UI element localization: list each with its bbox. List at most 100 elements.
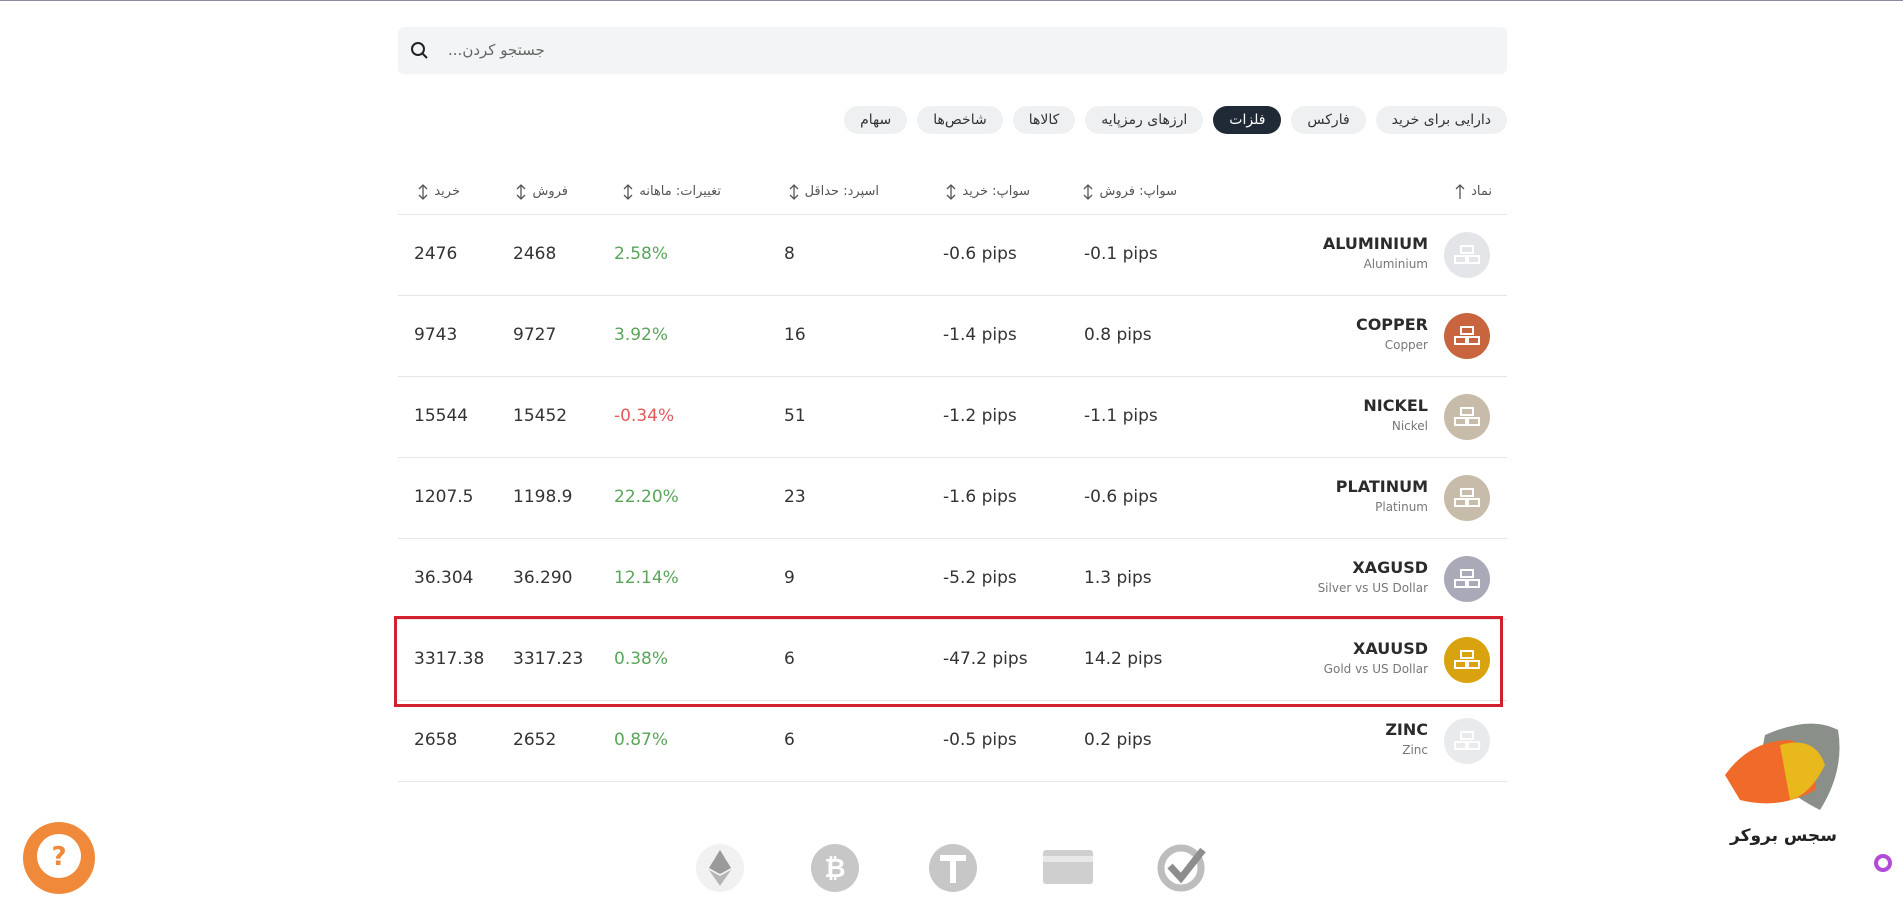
instrument-name: Aluminium bbox=[1363, 256, 1428, 271]
tab[interactable]: دارایی برای خرید bbox=[1375, 106, 1507, 134]
swap-buy: -47.2 pips bbox=[943, 648, 1028, 669]
top-border bbox=[0, 0, 1903, 1]
header-label: نماد bbox=[1471, 184, 1492, 199]
sort-icon bbox=[516, 184, 526, 200]
change: 0.38% bbox=[614, 648, 669, 669]
buy: 1207.5 bbox=[414, 486, 474, 507]
instrument-name: Platinum bbox=[1375, 499, 1428, 514]
header-label: خرید bbox=[434, 184, 460, 199]
column-header[interactable]: اسپرد: حداقل bbox=[789, 180, 879, 204]
sell: 1198.9 bbox=[513, 486, 573, 507]
instrument-icon bbox=[1444, 474, 1490, 521]
sort-icon bbox=[1455, 184, 1465, 199]
row-separator bbox=[398, 295, 1507, 296]
instrument-icon bbox=[1444, 717, 1490, 764]
instrument-name: Copper bbox=[1384, 337, 1428, 352]
swap-buy: -1.4 pips bbox=[943, 324, 1017, 345]
sort-icon bbox=[418, 184, 428, 200]
svg-text:?: ? bbox=[51, 842, 66, 872]
symbol: ZINC bbox=[1385, 719, 1428, 739]
logo-text: سجس بروکر bbox=[1730, 826, 1837, 846]
row-separator bbox=[398, 457, 1507, 458]
tab[interactable]: سهام bbox=[844, 106, 908, 134]
tab[interactable]: ارزهای رمزپایه bbox=[1085, 106, 1204, 134]
instrument-icon bbox=[1444, 312, 1490, 359]
header-label: سواپ: فروش bbox=[1099, 184, 1177, 199]
bars-glyph bbox=[1454, 730, 1480, 750]
bars-glyph bbox=[1454, 487, 1480, 507]
swap-sell: 1.3 pips bbox=[1084, 567, 1152, 588]
footer-icons: ₿ bbox=[696, 844, 1206, 892]
column-header[interactable]: سواپ: فروش bbox=[1083, 180, 1177, 204]
search-icon bbox=[411, 42, 428, 59]
change: -0.34% bbox=[614, 405, 675, 426]
symbol: XAUUSD bbox=[1352, 638, 1428, 658]
buy: 9743 bbox=[414, 324, 458, 345]
symbol: COPPER bbox=[1355, 314, 1428, 334]
instrument-name: Silver vs US Dollar bbox=[1317, 580, 1428, 595]
sell: 2468 bbox=[513, 243, 557, 264]
column-header[interactable]: فروش bbox=[516, 180, 568, 204]
bars-glyph bbox=[1454, 649, 1480, 669]
buy: 2658 bbox=[414, 729, 458, 750]
spread: 23 bbox=[784, 486, 806, 507]
tab[interactable]: فلزات bbox=[1213, 106, 1282, 134]
spread: 9 bbox=[784, 567, 795, 588]
sell: 36.290 bbox=[513, 567, 573, 588]
sell: 2652 bbox=[513, 729, 557, 750]
header-label: تغییرات: ماهانه bbox=[639, 184, 721, 199]
change: 12.14% bbox=[614, 567, 679, 588]
row-separator bbox=[398, 619, 1507, 620]
column-header[interactable]: تغییرات: ماهانه bbox=[623, 180, 721, 204]
brain-icon[interactable] bbox=[1872, 852, 1894, 874]
change: 3.92% bbox=[614, 324, 669, 345]
instrument-name: Gold vs US Dollar bbox=[1323, 661, 1428, 676]
instrument-icon bbox=[1444, 636, 1490, 683]
bars-glyph bbox=[1454, 568, 1480, 588]
buy: 15544 bbox=[414, 405, 469, 426]
tab[interactable]: کالاها bbox=[1012, 106, 1076, 134]
column-header[interactable]: نماد bbox=[1455, 180, 1492, 204]
instrument-icon bbox=[1444, 393, 1490, 440]
row-separator bbox=[398, 700, 1507, 701]
row-separator bbox=[398, 214, 1507, 215]
change: 0.87% bbox=[614, 729, 669, 750]
swap-buy: -1.2 pips bbox=[943, 405, 1017, 426]
symbol: NICKEL bbox=[1363, 395, 1428, 415]
spread: 16 bbox=[784, 324, 806, 345]
sort-icon bbox=[623, 184, 633, 200]
bars-glyph bbox=[1454, 406, 1480, 426]
search-bar[interactable]: ...جستجو کردن bbox=[398, 27, 1507, 74]
spread: 8 bbox=[784, 243, 795, 264]
swap-buy: -1.6 pips bbox=[943, 486, 1017, 507]
sell: 3317.23 bbox=[513, 648, 584, 669]
highlight-box bbox=[394, 616, 1503, 707]
header-label: اسپرد: حداقل bbox=[804, 184, 879, 199]
symbol: PLATINUM bbox=[1335, 476, 1428, 496]
change: 2.58% bbox=[614, 243, 669, 264]
header-label: فروش bbox=[532, 184, 568, 199]
tab[interactable]: فارکس bbox=[1291, 106, 1366, 134]
bars-glyph bbox=[1454, 244, 1480, 264]
sort-icon bbox=[1084, 184, 1093, 200]
column-header[interactable]: خرید bbox=[418, 180, 460, 204]
instrument-icon bbox=[1444, 555, 1490, 602]
column-header[interactable]: سواپ: خرید bbox=[946, 180, 1030, 204]
spread: 6 bbox=[784, 729, 795, 750]
sell: 9727 bbox=[513, 324, 557, 345]
swap-sell: -1.1 pips bbox=[1084, 405, 1158, 426]
instrument-name: Nickel bbox=[1391, 418, 1428, 433]
bars-glyph bbox=[1454, 325, 1480, 345]
instrument-name: Zinc bbox=[1402, 742, 1428, 757]
tabs: دارایی برای خرید فارکس فلزات ارزهای رمزپایه… bbox=[844, 106, 1507, 134]
spread: 6 bbox=[784, 648, 795, 669]
instrument-icon bbox=[1444, 231, 1490, 278]
buy: 2476 bbox=[414, 243, 458, 264]
logo-icon bbox=[1725, 723, 1840, 810]
swap-buy: -0.5 pips bbox=[943, 729, 1017, 750]
help-button[interactable]: ? bbox=[22, 821, 96, 895]
tab[interactable]: شاخص‌ها bbox=[917, 106, 1003, 134]
row-separator bbox=[398, 538, 1507, 539]
row-separator bbox=[398, 781, 1507, 782]
